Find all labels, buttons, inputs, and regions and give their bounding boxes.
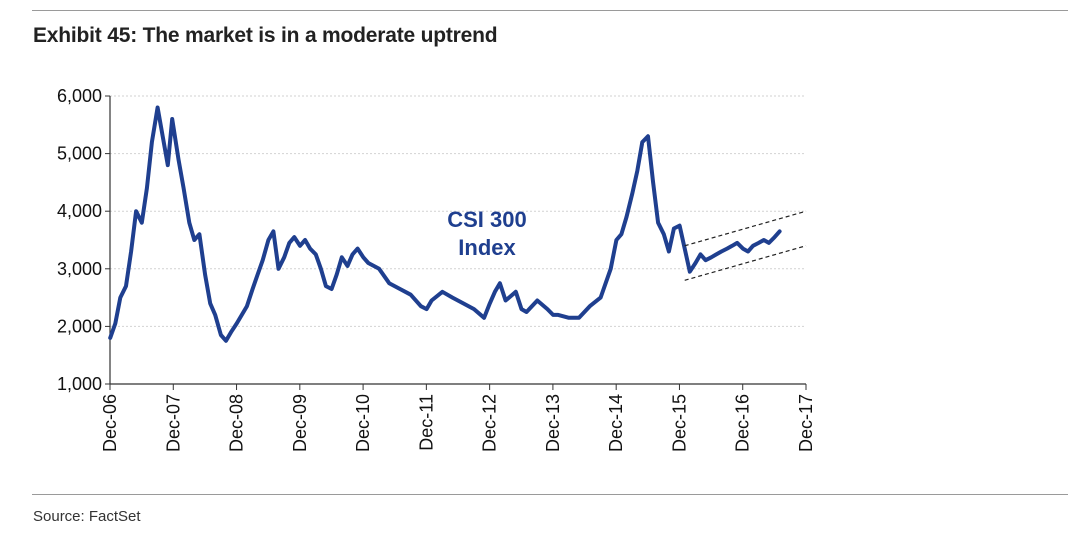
annotation-line-2: Index (458, 235, 516, 260)
y-tick-label: 3,000 (57, 259, 102, 279)
x-tick-label: Dec-13 (543, 394, 563, 452)
x-tick-label: Dec-17 (796, 394, 816, 452)
y-tick-label: 5,000 (57, 144, 102, 164)
x-tick-label: Dec-09 (290, 394, 310, 452)
x-tick-label: Dec-07 (163, 394, 183, 452)
series-line-csi-300 (108, 105, 782, 343)
source-note: Source: FactSet (33, 508, 141, 525)
y-tick-label: 6,000 (57, 86, 102, 106)
x-tick-label: Dec-10 (353, 394, 373, 452)
gridlines (110, 95, 806, 327)
x-tick-label: Dec-12 (480, 394, 500, 452)
trend-line-upper (684, 210, 807, 247)
series-layer (108, 105, 782, 343)
bottom-rule (32, 494, 1068, 495)
y-tick-labels: 1,000 2,000 3,000 4,000 5,000 6,000 (57, 86, 110, 394)
x-tick-labels: Dec-06 Dec-07 Dec-08 Dec-09 Dec-10 Dec-11 Dec-… (100, 384, 816, 452)
x-tick-label: Dec-14 (606, 394, 626, 452)
x-tick-label: Dec-08 (227, 394, 247, 452)
x-tick-label: Dec-06 (100, 394, 120, 452)
annotation-line-1: CSI 300 (447, 207, 527, 232)
y-tick-label: 4,000 (57, 201, 102, 221)
chart-title: Exhibit 45: The market is in a moderate … (33, 24, 498, 47)
x-tick-label: Dec-11 (416, 394, 436, 451)
x-tick-label: Dec-16 (733, 394, 753, 452)
y-tick-label: 1,000 (57, 374, 102, 394)
y-tick-label: 2,000 (57, 316, 102, 336)
top-rule (32, 10, 1068, 11)
x-tick-label: Dec-15 (669, 394, 689, 452)
trend-channel (684, 210, 807, 281)
trend-line-lower (684, 245, 807, 281)
